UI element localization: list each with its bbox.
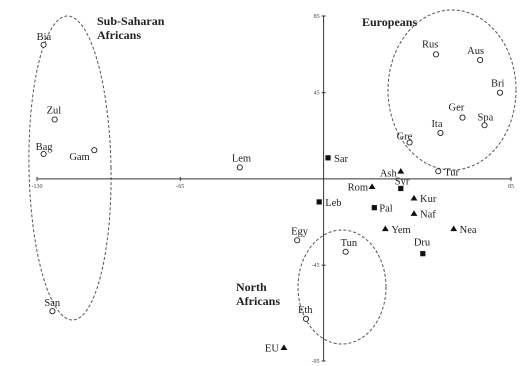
point-gam-label: Gam: [69, 152, 89, 163]
y-tick-label-45: 45: [314, 91, 320, 97]
point-egy-marker: [294, 237, 301, 244]
axis-ticks: -130 -65 85 85 45 -45 -95: [32, 14, 515, 365]
point-ita-marker: [437, 129, 444, 136]
group-label-europeans-line: Europeans: [362, 15, 417, 29]
point-tur-label: Tur: [444, 167, 459, 178]
y-tick-label-45: -45: [312, 263, 320, 269]
point-rus-label: Rus: [422, 39, 438, 50]
point-dru-label: Dru: [414, 238, 431, 249]
point-pal-marker: [371, 205, 377, 211]
point-bri-label: Bri: [491, 79, 505, 90]
point-tun-label: Tun: [341, 238, 358, 249]
point-egy-label: Egy: [291, 226, 309, 237]
point-nea-label: Nea: [460, 225, 477, 236]
point-aus-label: Aus: [467, 46, 484, 57]
y-tick-label-85: 85: [314, 14, 320, 20]
point-eth-marker: [302, 315, 310, 322]
point-sar-marker: [325, 155, 331, 161]
x-tick-label-85: 85: [508, 184, 514, 190]
group-label-north-africans-line: North: [236, 280, 267, 294]
point-rom-label: Rom: [348, 183, 368, 194]
point-leb-marker: [316, 199, 322, 205]
point-gre-marker: [406, 139, 413, 146]
data-points: Bia Zul Bag Gam San Lem Sar Rus Aus Bri Ger Spa Ita G…: [36, 32, 505, 355]
x-tick-label-65: -65: [176, 184, 184, 190]
point-dru-marker: [420, 251, 426, 257]
point-eu-label: EU: [265, 344, 279, 355]
point-eu-marker: [280, 344, 288, 350]
point-tur-marker: [435, 168, 442, 175]
point-yem-marker: [381, 225, 389, 232]
point-nea-marker: [450, 225, 458, 232]
point-rus-marker: [432, 51, 440, 58]
point-ash-label: Ash: [380, 168, 398, 179]
point-zul-label: Zul: [47, 106, 62, 117]
point-bag-label: Bag: [36, 142, 54, 153]
point-gam-marker: [91, 147, 98, 154]
point-spa-marker: [481, 122, 488, 129]
group-label-north-africans: North Africans: [236, 280, 280, 308]
north-africans-ellipse: [297, 229, 387, 345]
point-leb-label: Leb: [325, 198, 341, 209]
sub-saharan-africans-ellipse: [28, 15, 112, 321]
point-ger-label: Ger: [448, 103, 464, 114]
point-san-label: San: [44, 298, 61, 309]
europeans-ellipse: [387, 9, 517, 171]
point-sar-label: Sar: [334, 154, 349, 165]
point-rom-marker: [368, 183, 376, 189]
point-bag-marker: [40, 150, 47, 158]
axes: [37, 16, 511, 361]
point-ger-marker: [459, 114, 466, 121]
point-naf-marker: [410, 210, 418, 216]
point-bia-label: Bia: [37, 32, 52, 43]
point-lem-label: Lem: [232, 153, 251, 164]
point-bri-marker: [496, 89, 504, 96]
point-ash-marker: [397, 168, 405, 174]
point-syr-label: Syr: [395, 177, 410, 188]
point-aus-marker: [477, 57, 484, 64]
point-ita-label: Ita: [431, 119, 442, 130]
point-pal-label: Pal: [379, 204, 393, 215]
point-eth-label: Eth: [298, 305, 313, 316]
group-label-sub-saharan-africans-line: Sub-Saharan: [97, 14, 165, 28]
group-label-sub-saharan-africans: Sub-Saharan Africans: [97, 14, 165, 42]
point-kur-marker: [410, 194, 418, 201]
group-label-europeans: Europeans: [362, 15, 417, 29]
point-gre-label: Gre: [397, 132, 413, 143]
point-kur-label: Kur: [420, 194, 437, 205]
point-bia-marker: [40, 41, 47, 48]
y-tick-label-95: -95: [312, 359, 320, 365]
point-spa-label: Spa: [478, 112, 494, 123]
point-yem-label: Yem: [391, 225, 410, 236]
x-tick-label-130: -130: [32, 184, 43, 190]
cluster-ellipses: [28, 9, 517, 345]
group-label-north-africans-line: Africans: [236, 294, 280, 308]
group-label-sub-saharan-africans-line: Africans: [97, 28, 141, 42]
point-tun-marker: [342, 248, 349, 255]
point-zul-marker: [51, 116, 58, 123]
point-lem-marker: [236, 164, 243, 171]
point-syr-marker: [398, 185, 404, 192]
point-naf-label: Naf: [420, 209, 436, 220]
point-san-marker: [49, 308, 56, 315]
